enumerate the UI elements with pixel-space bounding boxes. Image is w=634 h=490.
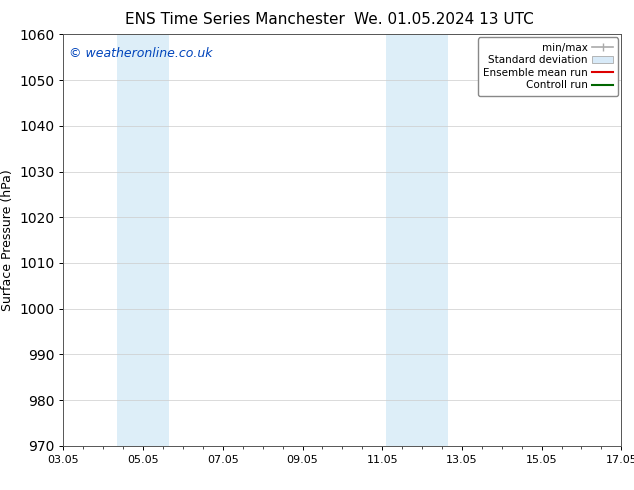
- Text: © weatheronline.co.uk: © weatheronline.co.uk: [69, 47, 212, 60]
- Y-axis label: Surface Pressure (hPa): Surface Pressure (hPa): [1, 169, 13, 311]
- Text: We. 01.05.2024 13 UTC: We. 01.05.2024 13 UTC: [354, 12, 534, 27]
- Bar: [386, 34, 448, 446]
- Bar: [117, 34, 169, 446]
- Legend: min/max, Standard deviation, Ensemble mean run, Controll run: min/max, Standard deviation, Ensemble me…: [478, 37, 618, 96]
- Text: ENS Time Series Manchester: ENS Time Series Manchester: [125, 12, 344, 27]
